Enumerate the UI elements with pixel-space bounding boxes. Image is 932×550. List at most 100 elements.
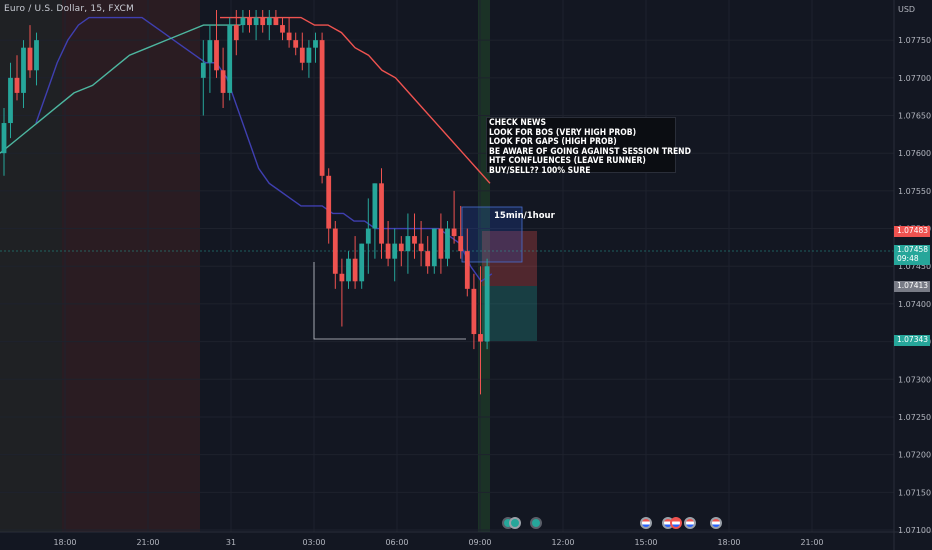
candle-body — [332, 228, 338, 274]
candle-body — [372, 183, 378, 229]
candle-body — [385, 243, 391, 259]
timeframe-tag[interactable]: 15min/1hour — [494, 211, 555, 221]
x-tick-label: 18:00 — [53, 538, 76, 547]
candle-body — [240, 17, 246, 26]
candle-body — [313, 40, 318, 48]
candle-body — [339, 273, 345, 282]
candle-body — [352, 258, 358, 282]
candle-body — [405, 236, 411, 252]
note-line: BUY/SELL?? 100% SURE — [489, 165, 591, 176]
x-tick-label: 09:00 — [468, 538, 491, 547]
candle-body — [365, 228, 371, 244]
candle-body — [431, 228, 437, 267]
y-tick-label: 1.07450 — [898, 262, 931, 271]
candle-body — [418, 243, 424, 252]
flag-event-icon[interactable] — [684, 517, 696, 529]
y-tick-label: 1.07750 — [898, 36, 931, 45]
candle-body — [1, 123, 7, 154]
entry-price-label: 1.07413 — [894, 281, 930, 292]
candle-body — [207, 40, 213, 63]
candle-body — [266, 17, 272, 26]
note-line: HTF CONFLUENCES (LEAVE RUNNER) — [489, 156, 646, 167]
x-tick-label: 03:00 — [302, 538, 325, 547]
candle-body — [8, 77, 13, 124]
candle-body — [484, 266, 490, 342]
candle-body — [438, 228, 444, 259]
candle-body — [306, 47, 312, 63]
y-tick-label: 1.07550 — [898, 187, 931, 196]
bar-countdown: 09:48 — [897, 254, 919, 263]
x-tick-label: 06:00 — [385, 538, 408, 547]
x-tick-label: 31 — [226, 538, 236, 547]
stop-zone — [482, 231, 537, 286]
candle-body — [260, 17, 266, 26]
candle-body — [227, 25, 233, 93]
y-tick-label: 1.07650 — [898, 112, 931, 121]
note-line: BE AWARE OF GOING AGAINST SESSION TREND — [489, 146, 691, 157]
candle-body — [200, 62, 206, 78]
candle-body — [398, 243, 404, 252]
ema-fast-line — [35, 16, 493, 283]
event-marker-icon[interactable] — [530, 517, 542, 529]
candle-body — [247, 17, 252, 26]
candle-body — [471, 288, 477, 335]
candle-body — [14, 77, 20, 93]
target-price-label: 1.07343 — [894, 335, 930, 346]
candle-body — [21, 47, 26, 93]
candle-body — [233, 25, 239, 41]
candle-body — [478, 334, 483, 342]
candle-body — [346, 258, 351, 282]
x-tick-label: 21:00 — [136, 538, 159, 547]
candle-body — [458, 236, 464, 252]
candle-body — [412, 236, 417, 244]
target-zone — [482, 286, 537, 341]
y-tick-label: 1.07100 — [898, 526, 931, 535]
stop-price-label: 1.07483 — [894, 226, 930, 237]
candle-body — [27, 47, 33, 71]
candle-body — [214, 40, 219, 71]
flag-event-icon[interactable] — [640, 517, 652, 529]
y-tick-label: 1.07600 — [898, 149, 931, 158]
note-line: LOOK FOR GAPS (HIGH PROB) — [489, 137, 617, 148]
candle-body — [293, 40, 299, 48]
x-tick-label: 12:00 — [551, 538, 574, 547]
y-tick-label: 1.07150 — [898, 488, 931, 497]
range-box — [461, 206, 523, 263]
candle-body — [273, 17, 279, 26]
candle-body — [253, 17, 259, 26]
candle-body — [319, 40, 325, 176]
candle-body — [359, 243, 365, 282]
x-tick-label: 15:00 — [634, 538, 657, 547]
candle-body — [220, 70, 226, 93]
candle-body — [425, 251, 431, 267]
flag-event-icon[interactable] — [710, 517, 722, 529]
current-price-value: 1.07458 — [897, 245, 929, 254]
event-marker-icon[interactable] — [509, 517, 521, 529]
candle-body — [445, 228, 450, 259]
candle-body — [326, 175, 332, 229]
gap-line — [313, 262, 466, 340]
checklist-note[interactable]: CHECK NEWS LOOK FOR BOS (VERY HIGH PROB)… — [486, 117, 691, 176]
candle-body — [280, 25, 285, 33]
axis-currency: USD — [898, 5, 915, 14]
candle-body — [464, 251, 470, 289]
note-line: CHECK NEWS — [489, 118, 547, 128]
candle-body — [379, 183, 384, 244]
current-price-label: 1.07458 09:48 — [894, 245, 930, 265]
y-tick-label: 1.07200 — [898, 451, 931, 460]
y-tick-label: 1.07300 — [898, 375, 931, 384]
candle-body — [392, 243, 398, 259]
flag-event-icon[interactable] — [670, 517, 682, 529]
y-tick-label: 1.07700 — [898, 74, 931, 83]
candle-body — [286, 32, 292, 41]
symbol-title[interactable]: Euro / U.S. Dollar, 15, FXCM — [4, 4, 134, 14]
y-tick-label: 1.07400 — [898, 300, 931, 309]
ema-slow-line — [220, 16, 491, 184]
y-tick-label: 1.07250 — [898, 413, 931, 422]
candle-body — [451, 228, 457, 237]
note-line: LOOK FOR BOS (VERY HIGH PROB) — [489, 127, 637, 138]
ema-long-line — [0, 24, 241, 154]
candle-body — [299, 47, 305, 63]
x-tick-label: 18:00 — [717, 538, 740, 547]
